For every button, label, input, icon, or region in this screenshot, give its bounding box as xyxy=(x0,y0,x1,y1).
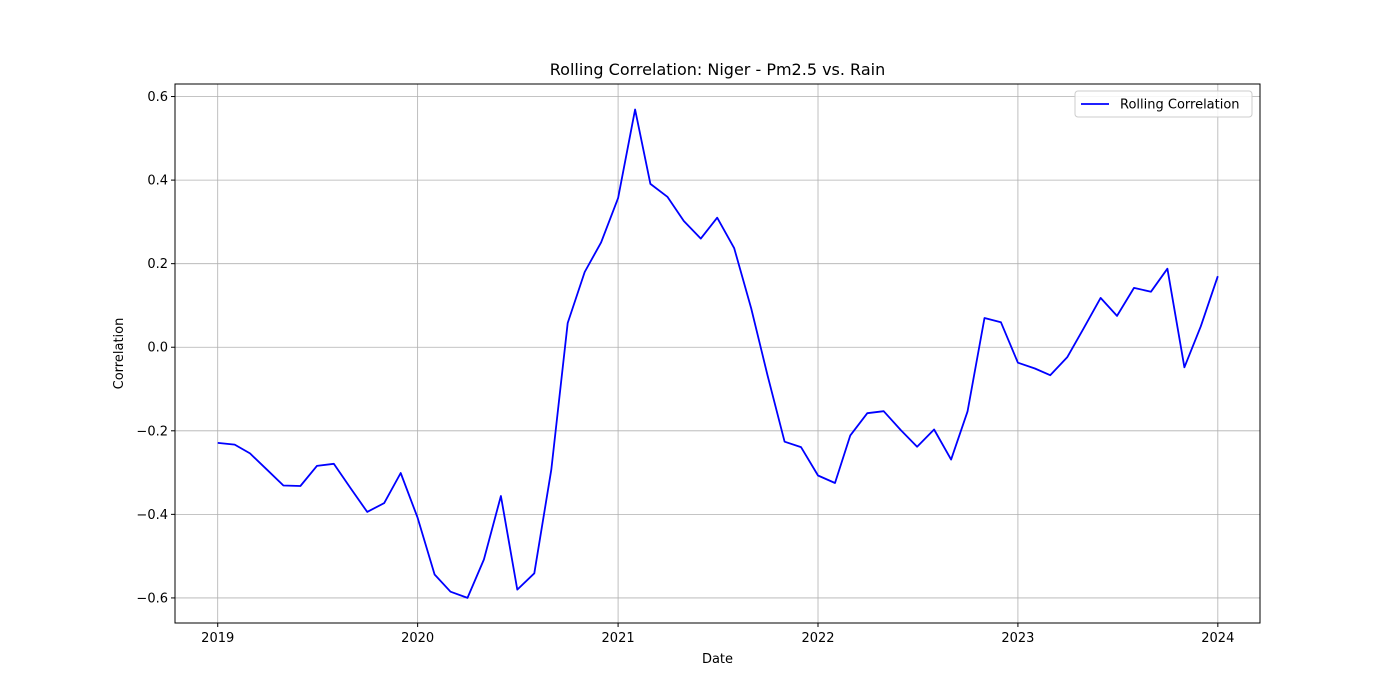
x-tick-label: 2022 xyxy=(801,631,834,646)
y-tick-label: −0.4 xyxy=(136,508,168,523)
y-tick-label: 0.2 xyxy=(147,257,168,272)
x-tick-label: 2020 xyxy=(401,631,434,646)
plot-area-frame xyxy=(174,83,1261,624)
chart-title: Rolling Correlation: Niger - Pm2.5 vs. R… xyxy=(550,60,885,79)
grid xyxy=(175,84,1260,623)
y-tick-label: 0.0 xyxy=(147,341,168,356)
rolling-correlation-line xyxy=(217,108,1219,599)
x-tick-label: 2023 xyxy=(1001,631,1034,646)
x-tick-label: 2024 xyxy=(1201,631,1234,646)
legend-label: Rolling Correlation xyxy=(1120,98,1240,113)
y-tick-label: −0.2 xyxy=(136,424,168,439)
axis-ticks: 2019 2020 2021 2022 2023 2024 −0.6 −0.4 −0.2 0.0 0… xyxy=(136,90,1234,646)
legend-box xyxy=(1074,90,1253,118)
y-tick-label: 0.6 xyxy=(147,90,168,105)
y-axis-label: Correlation xyxy=(112,318,127,390)
legend: Rolling Correlation xyxy=(1074,90,1253,118)
x-tick-label: 2019 xyxy=(201,631,234,646)
x-axis-label: Date xyxy=(702,652,733,667)
x-tick-label: 2021 xyxy=(602,631,635,646)
y-tick-label: −0.6 xyxy=(136,591,168,606)
y-tick-label: 0.4 xyxy=(147,174,168,189)
